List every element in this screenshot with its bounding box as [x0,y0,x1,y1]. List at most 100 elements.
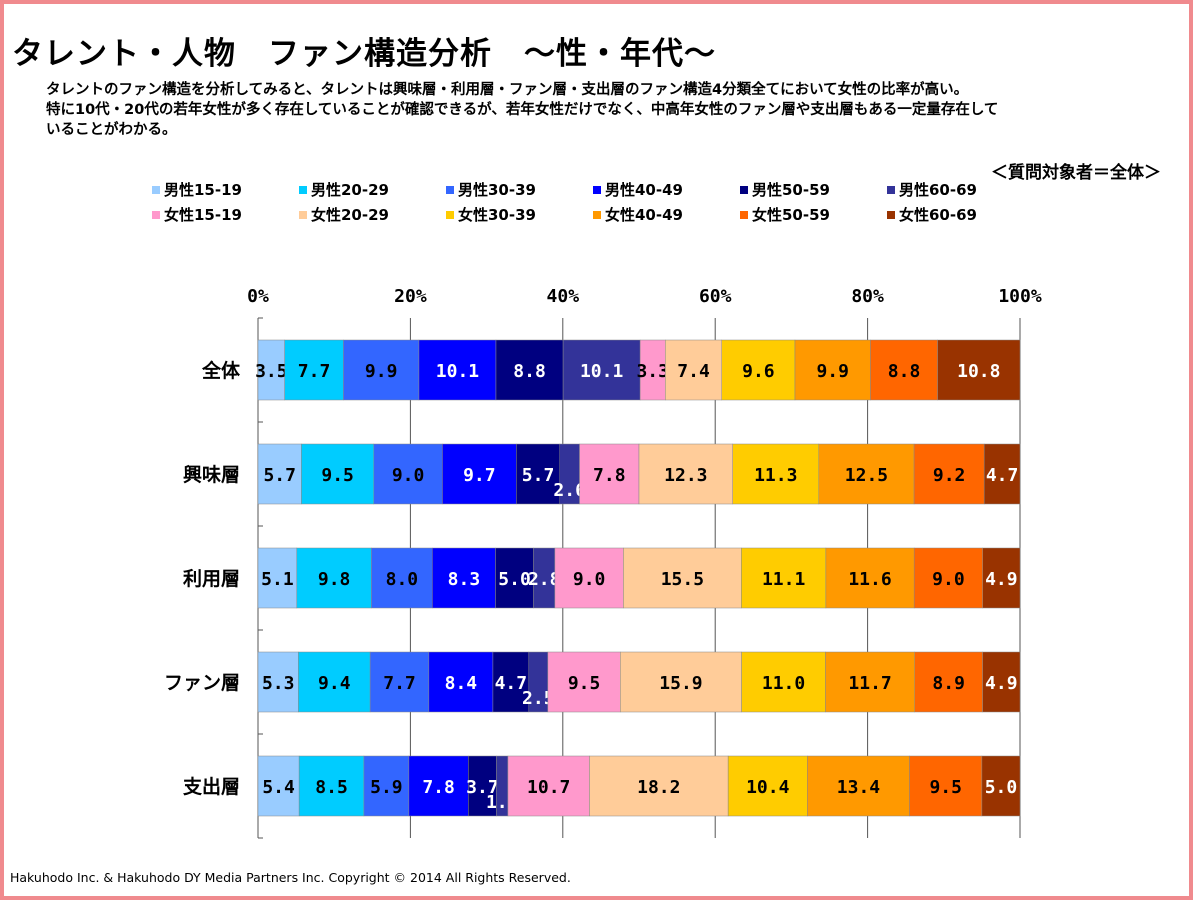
data-label: 15.5 [661,569,704,590]
legend-swatch [446,211,454,219]
category-label: 支出層 [182,775,240,798]
copyright-footer: Hakuhodo Inc. & Hakuhodo DY Media Partne… [10,870,571,885]
category-label: 興味層 [183,464,240,486]
data-label: 5.0 [498,569,531,590]
data-label: 12.3 [664,465,707,486]
legend-swatch [299,186,307,194]
data-label: 11.1 [762,569,805,590]
bar-segment [638,443,733,505]
description-line: 特に10代・20代の若年女性が多く存在していることが確認できるが、若年女性だけで… [46,102,999,118]
data-label: 5.9 [370,777,403,798]
data-label: 9.8 [318,569,351,590]
bar-segment [432,547,496,609]
data-label: 4.9 [985,673,1018,694]
legend-item: 男性60-69 [887,180,977,200]
bar-segment [741,651,826,713]
data-label: 5.0 [985,777,1018,798]
bar-segment [818,443,915,505]
data-label: 11.7 [848,673,891,694]
slide-title: タレント・人物 ファン構造分析 ～性・年代～ [12,36,716,72]
bar-segment [727,755,808,817]
data-label: 18.2 [637,777,680,798]
data-label: 13.4 [837,777,881,798]
x-tick-label: 20% [394,286,427,307]
data-label: 3.5 [255,361,288,382]
bar-segment [284,339,344,401]
x-tick-label: 100% [998,286,1042,307]
legend-item: 女性40-49 [593,205,683,225]
legend-label: 男性50-59 [752,181,830,199]
data-label: 5.7 [263,465,296,486]
bar-segment [589,755,729,817]
bar-segment [516,443,561,505]
data-label: 9.9 [816,361,849,382]
bar-segment [296,547,372,609]
bar-segment [298,755,365,817]
bar-segment [914,651,983,713]
data-label: 4.7 [495,673,528,694]
data-label: 2.5 [522,688,555,709]
bar-segment [442,443,517,505]
bar-segment [495,339,564,401]
x-tick-label: 40% [547,286,580,307]
data-label: 9.0 [392,465,425,486]
bar-segment [547,651,621,713]
data-label: 9.5 [929,777,962,798]
bar-segment [982,651,1021,713]
bar-segment [257,443,302,505]
bar-segment [721,339,796,401]
legend-item: 男性50-59 [740,180,830,200]
legend-label: 女性20-29 [311,206,389,224]
bar-segment [909,755,983,817]
bar-segment [257,547,298,609]
bar-segment [507,755,590,817]
bar-segment [623,547,742,609]
data-label: 8.3 [448,569,481,590]
legend-swatch [887,211,895,219]
description: タレントのファン構造を分析してみると、タレントは興味層・利用層・ファン層・支出層… [46,80,1166,140]
data-label: 12.5 [845,465,888,486]
bar-segment [807,755,910,817]
category-label: 全体 [201,359,241,382]
bar-segment [937,339,1021,401]
bar-segment [373,443,443,505]
bar-segment [732,443,820,505]
data-label: 7.7 [298,361,331,382]
x-tick-label: 80% [851,286,884,307]
bar-segment [468,755,497,817]
legend-label: 女性60-69 [899,206,977,224]
bar-segment [562,339,641,401]
bar-segment [298,651,371,713]
category-label: ファン層 [164,672,240,694]
legend-item: 男性20-29 [299,180,389,200]
bar-segment [794,339,871,401]
legend-item: 男性30-39 [446,180,536,200]
data-label: 10.8 [957,361,1000,382]
data-label: 5.4 [262,777,295,798]
data-label: 15.9 [659,673,702,694]
data-label: 8.0 [386,569,419,590]
data-label: 5.7 [522,465,555,486]
data-label: 11.3 [754,465,797,486]
bar-segment [371,547,433,609]
data-label: 10.1 [436,361,479,382]
bar-segment [257,651,299,713]
data-label: 7.7 [383,673,416,694]
respondent-note: ＜質問対象者＝全体＞ [991,163,1161,183]
data-label: 9.0 [932,569,965,590]
bar-segment [913,547,983,609]
bar-segment [825,651,915,713]
legend-swatch [593,186,601,194]
bar-segment [981,755,1021,817]
legend-label: 男性15-19 [164,181,242,199]
data-label: 8.8 [513,361,546,382]
data-label: 9.4 [318,673,351,694]
data-label: 9.2 [933,465,966,486]
data-label: 4.7 [986,465,1019,486]
bar-segment [408,755,469,817]
bar-segment [495,547,534,609]
description-line: タレントのファン構造を分析してみると、タレントは興味層・利用層・ファン層・支出層… [46,82,969,98]
data-label: 9.6 [742,361,775,382]
bar-segment [257,755,300,817]
